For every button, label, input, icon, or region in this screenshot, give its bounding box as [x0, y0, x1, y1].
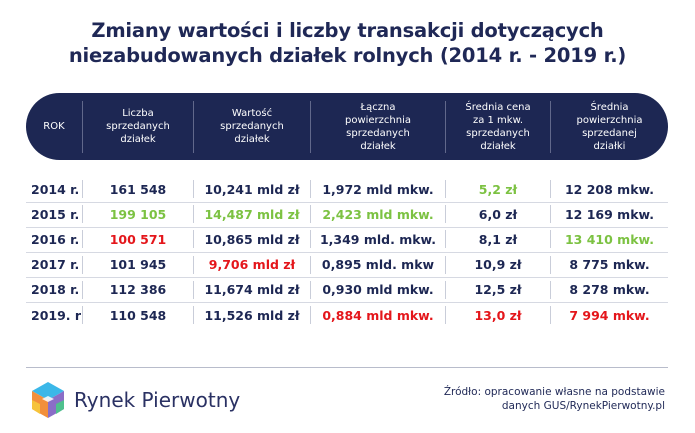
source-line-2: danych GUS/RynekPierwotny.pl: [501, 400, 665, 412]
cell-avg-area: 7 994 mkw.: [569, 307, 650, 323]
cell-value: 10,241 mld zł: [204, 181, 300, 197]
cell-value: 11,526 mld zł: [204, 307, 300, 323]
column-separator: [193, 280, 194, 299]
cell-value: 11,674 mld zł: [204, 282, 300, 298]
footer-divider: [26, 367, 668, 368]
cell-count: 112 386: [109, 282, 167, 298]
column-separator: [550, 280, 551, 299]
column-separator: [82, 255, 83, 274]
header-separator: [550, 101, 551, 153]
column-separator: [550, 230, 551, 249]
header-separator: [193, 101, 194, 153]
column-header-count: Liczba sprzedanych działek: [106, 108, 170, 145]
logo-icon: [28, 380, 68, 420]
cell-value: 10,865 mld zł: [204, 231, 300, 247]
cell-count: 199 105: [109, 206, 167, 222]
row-divider: [26, 252, 668, 253]
header-separator: [310, 101, 311, 153]
column-separator: [193, 180, 194, 198]
row-divider: [26, 277, 668, 279]
page-title: Zmiany wartości i liczby transakcji doty…: [0, 18, 695, 68]
column-separator: [445, 280, 446, 299]
column-separator: [82, 230, 83, 249]
column-separator: [193, 255, 194, 274]
column-separator: [82, 306, 83, 324]
cell-avg-area: 13 410 mkw.: [564, 231, 655, 247]
cell-area: 1,972 mld mkw.: [322, 181, 434, 197]
cell-year: 2019. r: [31, 307, 82, 323]
table-row: 2015 r. 199 105 14,487 mld zł 2,423 mld mkw…: [26, 202, 668, 226]
table-row: 2014 r. 161 548 10,241 mld zł 1,972 mld mkw…: [26, 177, 668, 201]
column-separator: [550, 180, 551, 198]
cell-year: 2017 r.: [31, 257, 80, 273]
cell-area: 1,349 mld. mkw.: [319, 231, 437, 247]
column-separator: [193, 205, 194, 224]
cell-count: 110 548: [109, 307, 167, 323]
cell-avg-price: 8,1 zł: [478, 231, 518, 247]
cell-value: 14,487 mld zł: [204, 206, 300, 222]
title-line-1: Zmiany wartości i liczby transakcji doty…: [91, 19, 604, 42]
cell-avg-price: 6,0 zł: [478, 206, 518, 222]
column-separator: [310, 306, 311, 324]
column-header-area: Łączna powierzchnia sprzedanych działek: [344, 101, 411, 152]
column-separator: [82, 205, 83, 224]
cell-avg-price: 10,9 zł: [474, 257, 522, 273]
column-header-avg-area: Średnia powierzchnia sprzedanej działki: [576, 101, 643, 152]
cell-area: 2,423 mld mkw.: [322, 206, 434, 222]
row-divider: [26, 226, 668, 228]
cell-avg-area: 12 169 mkw.: [564, 206, 655, 222]
cell-area: 0,895 mld. mkw: [321, 257, 435, 273]
logo-text: Rynek Pierwotny: [74, 388, 241, 412]
column-separator: [445, 230, 446, 249]
title-line-2: niezabudowanych działek rolnych (2014 r.…: [68, 44, 627, 67]
column-separator: [193, 306, 194, 324]
cell-avg-area: 8 278 mkw.: [569, 282, 650, 298]
cell-avg-price: 12,5 zł: [474, 282, 522, 298]
cell-avg-area: 12 208 mkw.: [564, 181, 655, 197]
header-separator: [82, 101, 83, 153]
cell-year: 2014 r.: [31, 181, 80, 197]
column-separator: [310, 180, 311, 198]
column-separator: [310, 205, 311, 224]
table-row: 2018 r. 112 386 11,674 mld zł 0,930 mld mkw…: [26, 278, 668, 302]
cell-year: 2018 r.: [31, 282, 80, 298]
column-separator: [445, 306, 446, 324]
cell-year: 2016 r.: [31, 231, 80, 247]
column-separator: [550, 205, 551, 224]
table-header: ROK Liczba sprzedanych działek Wartość s…: [26, 93, 668, 160]
cell-count: 101 945: [109, 257, 167, 273]
cell-avg-price: 13,0 zł: [474, 307, 522, 323]
cell-avg-price: 5,2 zł: [478, 181, 518, 197]
cell-count: 161 548: [109, 181, 167, 197]
row-divider: [26, 302, 668, 304]
cell-year: 2015 r.: [31, 206, 80, 222]
table-row: 2017 r. 101 945 9,706 mld zł 0,895 mld. mkw…: [26, 253, 668, 277]
table-row: 2019. r 110 548 11,526 mld zł 0,884 mld mkw…: [26, 303, 668, 327]
source-line-1: Źródło: opracowanie własne na podstawie: [443, 386, 665, 398]
column-separator: [82, 180, 83, 198]
row-divider: [26, 201, 668, 203]
header-separator: [445, 101, 446, 153]
column-header-year: ROK: [43, 121, 65, 132]
column-header-value: Wartość sprzedanych działek: [220, 108, 284, 145]
cell-count: 100 571: [109, 231, 167, 247]
column-separator: [550, 255, 551, 274]
column-separator: [310, 255, 311, 274]
column-separator: [445, 255, 446, 274]
cell-value: 9,706 mld zł: [208, 257, 296, 273]
table-row: 2016 r. 100 571 10,865 mld zł 1,349 mld. mk…: [26, 227, 668, 251]
column-header-avg-price: Średnia cena za 1 mkw. sprzedanych dział…: [465, 101, 531, 152]
column-separator: [82, 280, 83, 299]
cell-area: 0,930 mld mkw.: [322, 282, 434, 298]
column-separator: [445, 205, 446, 224]
column-separator: [310, 280, 311, 299]
column-separator: [193, 230, 194, 249]
column-separator: [445, 180, 446, 198]
source-note: Źródło: opracowanie własne na podstawie …: [444, 385, 665, 413]
column-separator: [550, 306, 551, 324]
cell-avg-area: 8 775 mkw.: [569, 257, 650, 273]
cell-area: 0,884 mld mkw.: [322, 307, 434, 323]
column-separator: [310, 230, 311, 249]
